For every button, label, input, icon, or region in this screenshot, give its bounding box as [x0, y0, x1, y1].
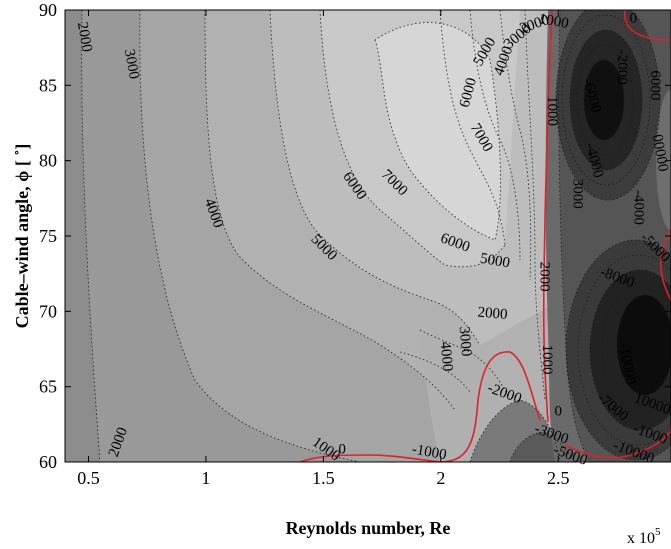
y-tick-labels: 60 65 70 75 80 85 90 [39, 0, 57, 472]
x-multiplier-exponent: 5 [655, 526, 661, 538]
contour-label: -1000 [411, 441, 448, 463]
y-tick-label: 90 [39, 0, 57, 20]
contour-label: -4000 [631, 190, 647, 225]
x-tick-label: 2.5 [547, 468, 570, 488]
zero-contour-top-right [623, 10, 671, 41]
zero-contour-bottom-lobe [299, 351, 541, 462]
tick-marks [65, 9, 671, 463]
contour-label: 00000 [649, 133, 671, 173]
contour-label: 1000 [544, 96, 560, 126]
positive-lobe-right [656, 90, 671, 230]
y-tick-label: 65 [39, 377, 57, 397]
x-tick-labels: 0.5 1 1.5 2 2.5 [77, 468, 569, 488]
contour-label: 3000 [456, 326, 475, 357]
x-tick-label: 0.5 [77, 468, 100, 488]
band-7000 [375, 22, 501, 240]
y-tick-label: 70 [39, 301, 57, 321]
x-axis-title: Reynolds number, Re [286, 518, 451, 538]
contour-label: -2000 [614, 50, 630, 85]
contour-label: 3000 [570, 179, 586, 209]
y-tick-label: 60 [39, 452, 57, 472]
x-tick-label: 2 [436, 468, 445, 488]
dotted-contours [81, 10, 671, 462]
contour-label: 2000 [477, 305, 508, 324]
vortex-lower-core [617, 295, 671, 395]
zero-contour-vertical [542, 10, 553, 423]
contour-label: 0 [338, 441, 346, 457]
x-tick-label: 1.5 [312, 468, 335, 488]
contour-label: 0 [630, 10, 638, 26]
contour-label: 5000 [479, 251, 511, 272]
contour-label: 4000 [437, 341, 456, 372]
zero-contour-bottom-tail [564, 429, 671, 459]
contour-label: -10000 [615, 342, 638, 387]
y-tick-label: 85 [39, 75, 57, 95]
y-axis-title: Cable–wind angle, ϕ [ ˚] [12, 144, 32, 329]
contour-label: 6000 [647, 70, 663, 100]
contour-label: 6000 [457, 76, 480, 109]
contour-label: 3000 [121, 48, 142, 80]
contour-label: 0 [555, 404, 563, 420]
x-multiplier: x 105 [627, 526, 661, 547]
y-tick-label: 75 [39, 226, 57, 246]
contour-label: 2000 [74, 21, 95, 53]
vortex-upper-core [584, 60, 624, 140]
x-tick-label: 1 [201, 468, 210, 488]
plot-area [65, 10, 671, 462]
x-multiplier-base: x 10 [627, 530, 655, 547]
contour-label: 1000 [539, 345, 555, 375]
contour-label: 1000 [537, 11, 569, 32]
y-tick-label: 80 [39, 151, 57, 171]
contour-label: 2000 [537, 262, 553, 292]
